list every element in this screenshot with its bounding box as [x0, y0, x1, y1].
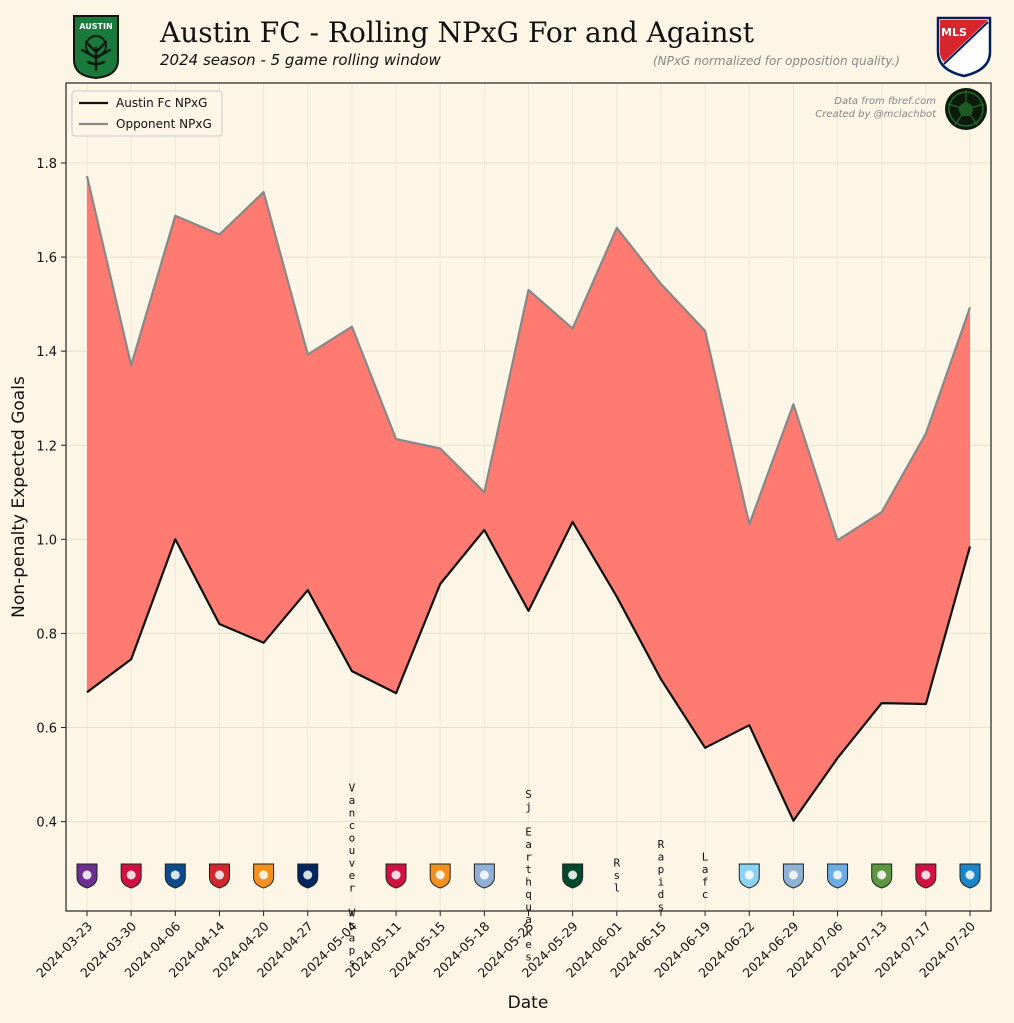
y-tick-label: 1.4 — [36, 345, 57, 360]
legend: Austin Fc NPxG Opponent NPxG — [71, 90, 223, 137]
opponent-crest-emblem — [391, 870, 401, 880]
opponent-logo-icon — [562, 863, 584, 889]
legend-opponent-label: Opponent NPxG — [116, 117, 212, 131]
opponent-logo-icon — [738, 863, 760, 889]
npxg-difference-area — [87, 176, 970, 821]
opponent-crest-emblem — [259, 870, 269, 880]
y-tick-label: 1.0 — [36, 533, 57, 548]
normalization-note: (NPxG normalized for opposition quality.… — [652, 54, 900, 68]
x-axis: 2024-03-232024-03-302024-04-062024-04-14… — [33, 911, 978, 980]
opponent-crest-emblem — [214, 870, 224, 880]
legend-team-label: Austin Fc NPxG — [116, 96, 207, 110]
opponent-crest-emblem — [303, 870, 313, 880]
opponent-crest-emblem — [788, 870, 798, 880]
series-lines — [85, 175, 972, 822]
opponent-logo-icon — [782, 863, 804, 889]
opponent-crest-emblem — [568, 870, 578, 880]
y-tick-label: 1.6 — [36, 251, 57, 266]
credit-author: Created by @mclachbot — [815, 109, 937, 120]
opponent-crest-emblem — [170, 870, 180, 880]
opponent-crest-emblem — [921, 870, 931, 880]
credit-source: Data from fbref.com — [834, 96, 936, 107]
page-subtitle: 2024 season - 5 game rolling window — [160, 51, 441, 69]
opponent-crest-emblem — [965, 870, 975, 880]
x-axis-label: Date — [508, 993, 549, 1013]
mls-logo: MLS — [936, 16, 992, 78]
opponent-logo-icon — [208, 863, 230, 889]
opponent-logo-icon — [959, 863, 981, 889]
opponent-logo-icon — [253, 863, 275, 889]
opponent-logo-icon — [827, 863, 849, 889]
page-title: Austin FC - Rolling NPxG For and Against — [160, 16, 754, 49]
opponent-crest-emblem — [435, 870, 445, 880]
svg-text:MLS: MLS — [941, 26, 967, 39]
opponent-crest-emblem — [744, 870, 754, 880]
opponent-logo-icon — [120, 863, 142, 889]
opponent-crest-emblem — [479, 870, 489, 880]
y-tick-label: 0.8 — [36, 627, 57, 642]
opponent-crest-emblem — [877, 870, 887, 880]
opponent-logo-icon — [76, 863, 98, 889]
opponent-logo-icon — [164, 863, 186, 889]
y-tick-label: 1.2 — [36, 439, 57, 454]
y-axis: 0.4 0.6 0.8 1.0 1.2 1.4 1.6 1.8 — [36, 157, 66, 831]
opponent-logo-icon — [385, 863, 407, 889]
ball-icon — [945, 88, 987, 130]
opponent-logo-icon — [297, 863, 319, 889]
y-tick-label: 0.6 — [36, 722, 57, 737]
opponent-crest-emblem — [126, 870, 136, 880]
austin-fc-logo: AUSTIN — [73, 15, 119, 80]
opponent-logo-icon — [473, 863, 495, 889]
opponent-logo-icon — [871, 863, 893, 889]
y-tick-label: 0.4 — [36, 816, 57, 831]
opponent-crest-emblem — [833, 870, 843, 880]
svg-text:AUSTIN: AUSTIN — [79, 22, 112, 31]
y-tick-label: 1.8 — [36, 157, 57, 172]
opponent-crest-emblem — [82, 870, 92, 880]
y-axis-label: Non-penalty Expected Goals — [9, 376, 29, 618]
opponent-logo-icon — [915, 863, 937, 889]
opponent-logo-icon — [429, 863, 451, 889]
